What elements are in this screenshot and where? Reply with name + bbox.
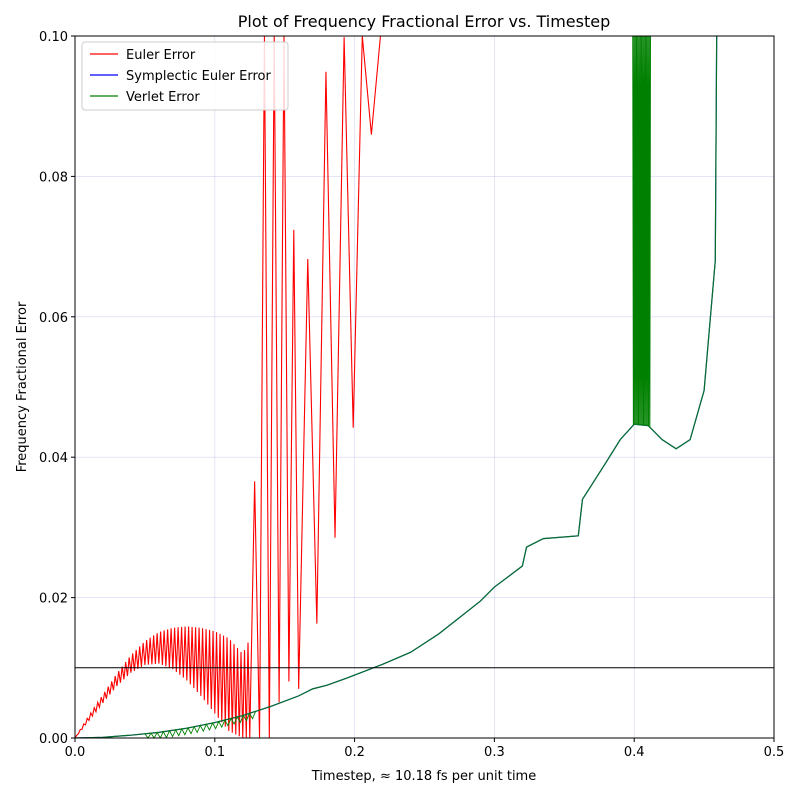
y-axis-label: Frequency Fractional Error [15, 301, 30, 472]
legend-entry: Symplectic Euler Error [126, 69, 271, 84]
axis-ticks: 0.0 0.1 0.2 0.3 0.4 0.5 0.00 0.02 0.04 0.06 0.08 0.… [39, 30, 784, 760]
legend-box [81, 41, 289, 111]
x-tick-label: 0.1 [204, 745, 225, 760]
series-line-euler-error [75, 36, 382, 738]
legend-entry: Verlet Error [126, 90, 200, 105]
series-layer [75, 36, 718, 738]
plot-frame [74, 35, 775, 739]
legend: Euler Error Symplectic Euler Error Verlet … [81, 41, 289, 111]
y-tick-label: 0.06 [39, 311, 68, 326]
x-tick-label: 0.5 [764, 745, 785, 760]
x-tick-label: 0.2 [344, 745, 365, 760]
chart-title: Plot of Frequency Fractional Error vs. T… [238, 12, 611, 31]
verlet-noisy-band [632, 36, 651, 428]
verlet-sawtooth [144, 711, 257, 738]
y-tick-label: 0.08 [39, 170, 68, 185]
x-axis-label: Timestep, ≈ 10.18 fs per unit time [311, 769, 536, 784]
x-tick-label: 0.0 [65, 745, 86, 760]
y-tick-label: 0.00 [39, 732, 68, 747]
y-tick-label: 0.02 [39, 592, 68, 607]
x-tick-label: 0.3 [484, 745, 505, 760]
x-tick-label: 0.4 [624, 745, 645, 760]
y-tick-label: 0.10 [39, 30, 68, 45]
legend-entry: Euler Error [126, 48, 196, 63]
series-line-verlet-error [75, 36, 718, 738]
y-tick-label: 0.04 [39, 451, 68, 466]
